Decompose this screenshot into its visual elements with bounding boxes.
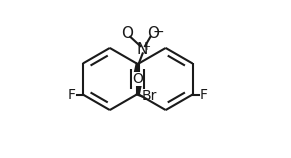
Text: O: O (121, 27, 133, 42)
Text: O: O (148, 27, 159, 42)
Text: +: + (142, 42, 150, 52)
Text: F: F (68, 88, 76, 102)
Text: F: F (200, 88, 207, 102)
Text: −: − (152, 25, 164, 39)
Text: O: O (132, 72, 143, 86)
Text: Br: Br (142, 89, 157, 103)
Text: N: N (137, 42, 148, 57)
